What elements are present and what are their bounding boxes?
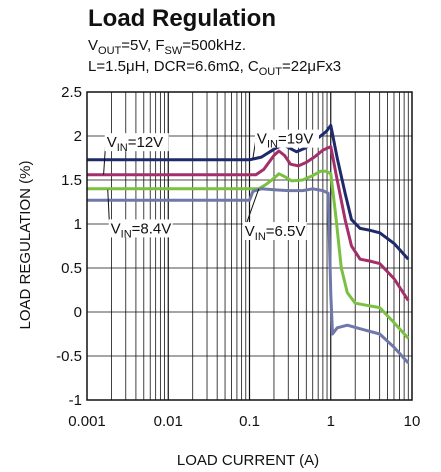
conditions-line-2: L=1.5μH, DCR=6.6mΩ, COUT=22μFx3 (88, 58, 341, 78)
y-tick-labels: 2.5 2 1.5 1 0.5 0 -0.5 -1 (56, 84, 82, 409)
annotation-v: V (107, 134, 117, 151)
plot-frame (86, 91, 413, 401)
annotation-background (108, 219, 173, 238)
fsw-subscript: SW (164, 45, 182, 57)
series-lines (87, 123, 410, 365)
vout-subscript: OUT (98, 45, 122, 57)
y-axis-label: LOAD REGULATION (%) (17, 161, 34, 330)
y-tick-label: 2.5 (61, 84, 82, 101)
cout-subscript: OUT (259, 66, 283, 78)
annotation-subscript: IN (117, 142, 128, 154)
x-tick-label: 1 (327, 413, 335, 430)
annotation-subscript: IN (267, 139, 278, 151)
series-line-vin-8-4v (87, 169, 410, 340)
annotation-v: V (111, 220, 121, 237)
x-tick-label: 10 (404, 413, 421, 430)
x-tick-label: 0.1 (239, 413, 260, 430)
x-tick-labels: 0.001 0.01 0.1 1 10 (68, 413, 420, 430)
annotation-value: =6.5V (266, 223, 306, 240)
chart-title: Load Regulation (88, 5, 276, 32)
vout-value: =5V, F (121, 37, 164, 54)
annotation-label: VIN=6.5V (245, 223, 306, 243)
annotation-background (104, 133, 169, 152)
annotation-label: VIN=8.4V (111, 220, 172, 240)
inductor-spec: L=1.5μH, DCR=6.6mΩ, C (88, 58, 259, 75)
fsw-value: =500kHz. (182, 37, 246, 54)
x-axis-label: LOAD CURRENT (A) (177, 452, 319, 469)
conditions-line-1: VOUT=5V, FSW=500kHz. (88, 37, 246, 57)
y-tick-label: 0.5 (61, 260, 82, 277)
annotation-label: VIN=12V (107, 134, 163, 154)
x-tick-label: 0.01 (154, 413, 183, 430)
annotation-v: V (245, 223, 255, 240)
y-tick-label: 0 (74, 304, 82, 321)
y-tick-label: -0.5 (56, 348, 82, 365)
annotation-label: VIN=19V (257, 131, 313, 151)
annotation-background (254, 129, 319, 148)
y-tick-label: 1 (74, 216, 82, 233)
y-tick-label: -1 (69, 392, 82, 409)
y-tick-label: 2 (74, 128, 82, 145)
y-tick-label: 1.5 (61, 172, 82, 189)
annotation-value: =12V (128, 134, 163, 151)
annotation-v: V (257, 131, 267, 148)
series-line-vin-12v (87, 145, 410, 302)
vout-symbol: V (88, 37, 98, 54)
series-line-vin-6-5v (87, 187, 410, 365)
annotation-value: =19V (278, 131, 313, 148)
cout-value: =22μFx3 (282, 58, 341, 75)
annotation-background (242, 222, 307, 241)
series-line-vin-19v (87, 123, 410, 261)
annotation-subscript: IN (121, 228, 132, 240)
annotation-subscript: IN (255, 231, 266, 243)
annotation-value: =8.4V (132, 220, 172, 237)
x-tick-label: 0.001 (68, 413, 106, 430)
